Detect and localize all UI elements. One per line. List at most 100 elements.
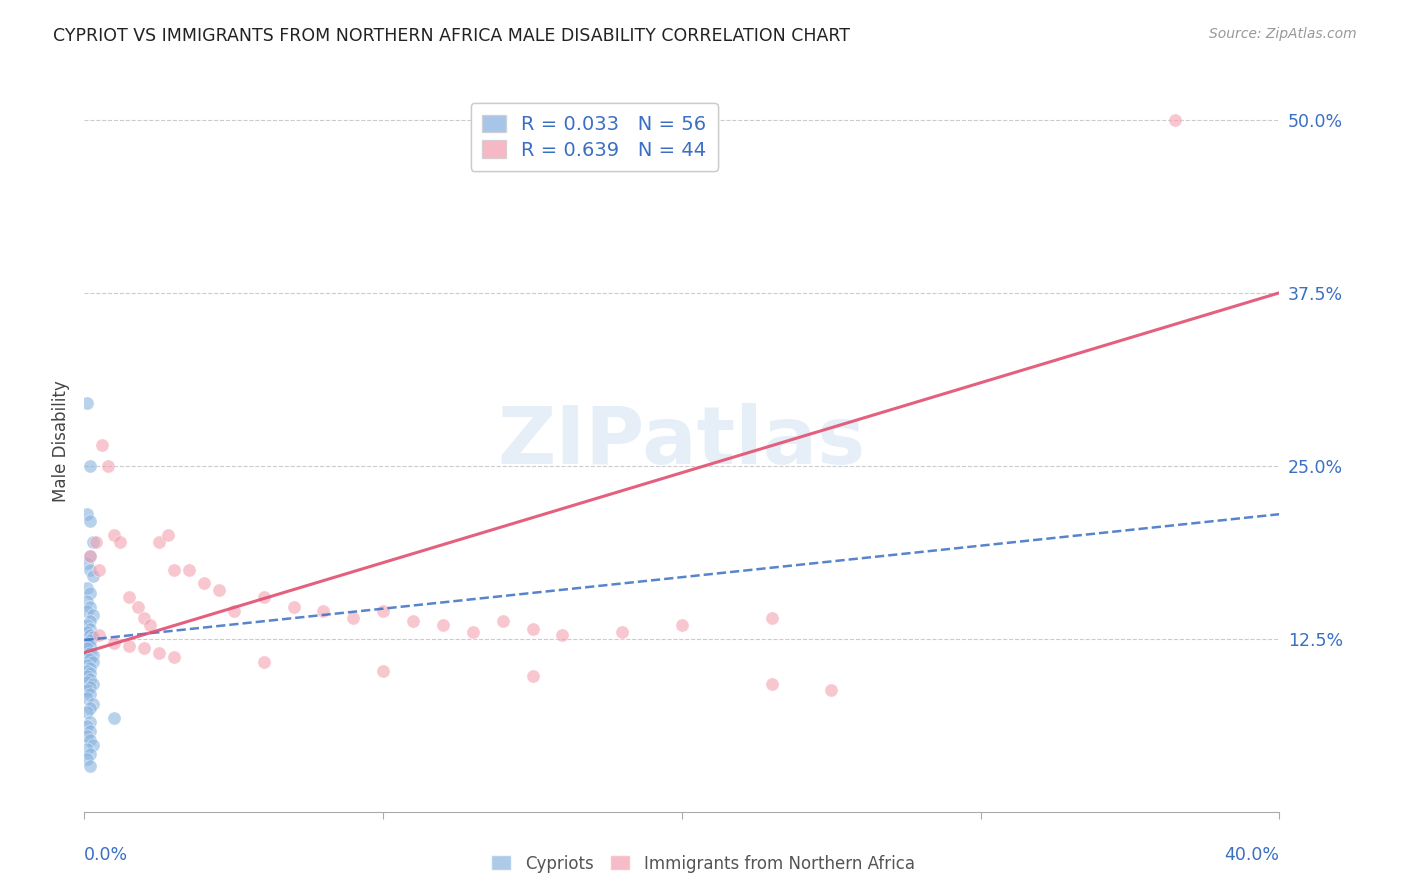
Point — [139, 618, 162, 632]
Legend: R = 0.033   N = 56, R = 0.639   N = 44: R = 0.033 N = 56, R = 0.639 N = 44 — [471, 103, 718, 171]
Point — [79, 633, 101, 648]
Point — [76, 507, 98, 521]
Point — [461, 624, 484, 639]
Point — [373, 664, 395, 678]
Point — [76, 618, 98, 632]
Point — [79, 514, 101, 528]
Point — [79, 599, 101, 614]
Point — [79, 622, 101, 636]
Point — [82, 648, 104, 663]
Point — [432, 618, 454, 632]
Text: Source: ZipAtlas.com: Source: ZipAtlas.com — [1209, 27, 1357, 41]
Point — [1164, 112, 1187, 127]
Point — [402, 614, 425, 628]
Point — [103, 636, 125, 650]
Point — [82, 739, 104, 753]
Point — [79, 549, 101, 563]
Point — [551, 627, 574, 641]
Point — [110, 534, 132, 549]
Point — [79, 687, 101, 701]
Point — [342, 611, 364, 625]
Point — [522, 622, 544, 636]
Point — [76, 658, 98, 673]
Legend: Cypriots, Immigrants from Northern Africa: Cypriots, Immigrants from Northern Afric… — [485, 848, 921, 880]
Point — [76, 604, 98, 618]
Point — [522, 669, 544, 683]
Point — [79, 680, 101, 694]
Point — [76, 636, 98, 650]
Point — [163, 563, 186, 577]
Point — [761, 677, 783, 691]
Point — [283, 599, 305, 614]
Point — [79, 646, 101, 660]
Point — [373, 604, 395, 618]
Point — [76, 641, 98, 656]
Point — [91, 438, 114, 452]
Text: CYPRIOT VS IMMIGRANTS FROM NORTHERN AFRICA MALE DISABILITY CORRELATION CHART: CYPRIOT VS IMMIGRANTS FROM NORTHERN AFRI… — [53, 27, 851, 45]
Point — [76, 705, 98, 719]
Point — [82, 655, 104, 669]
Point — [79, 732, 101, 747]
Point — [79, 724, 101, 739]
Point — [79, 714, 101, 729]
Point — [127, 599, 149, 614]
Point — [79, 666, 101, 681]
Point — [177, 563, 200, 577]
Point — [79, 661, 101, 675]
Point — [671, 618, 693, 632]
Point — [76, 742, 98, 756]
Point — [76, 624, 98, 639]
Point — [79, 627, 101, 641]
Point — [79, 639, 101, 653]
Point — [76, 669, 98, 683]
Point — [132, 611, 156, 625]
Point — [76, 396, 98, 410]
Point — [79, 759, 101, 773]
Point — [222, 604, 245, 618]
Point — [118, 639, 141, 653]
Point — [79, 549, 101, 563]
Y-axis label: Male Disability: Male Disability — [52, 381, 70, 502]
Point — [163, 649, 186, 664]
Point — [79, 701, 101, 715]
Point — [79, 672, 101, 686]
Point — [612, 624, 634, 639]
Point — [148, 646, 170, 660]
Point — [76, 581, 98, 595]
Point — [492, 614, 515, 628]
Point — [89, 563, 111, 577]
Point — [76, 556, 98, 570]
Point — [76, 719, 98, 733]
Point — [118, 591, 141, 605]
Point — [79, 747, 101, 761]
Point — [76, 682, 98, 697]
Point — [148, 534, 170, 549]
Point — [157, 528, 180, 542]
Point — [312, 604, 335, 618]
Point — [82, 631, 104, 645]
Point — [76, 752, 98, 766]
Point — [208, 583, 231, 598]
Point — [253, 591, 276, 605]
Point — [253, 655, 276, 669]
Text: 0.0%: 0.0% — [84, 847, 128, 864]
Point — [82, 569, 104, 583]
Point — [103, 528, 125, 542]
Text: 40.0%: 40.0% — [1225, 847, 1279, 864]
Point — [76, 594, 98, 608]
Point — [761, 611, 783, 625]
Point — [76, 664, 98, 678]
Point — [76, 729, 98, 743]
Point — [82, 677, 104, 691]
Point — [82, 697, 104, 711]
Point — [79, 563, 101, 577]
Point — [103, 711, 125, 725]
Point — [82, 534, 104, 549]
Point — [76, 691, 98, 706]
Point — [132, 641, 156, 656]
Point — [97, 458, 120, 473]
Point — [79, 586, 101, 600]
Point — [76, 674, 98, 689]
Point — [193, 576, 215, 591]
Point — [79, 458, 101, 473]
